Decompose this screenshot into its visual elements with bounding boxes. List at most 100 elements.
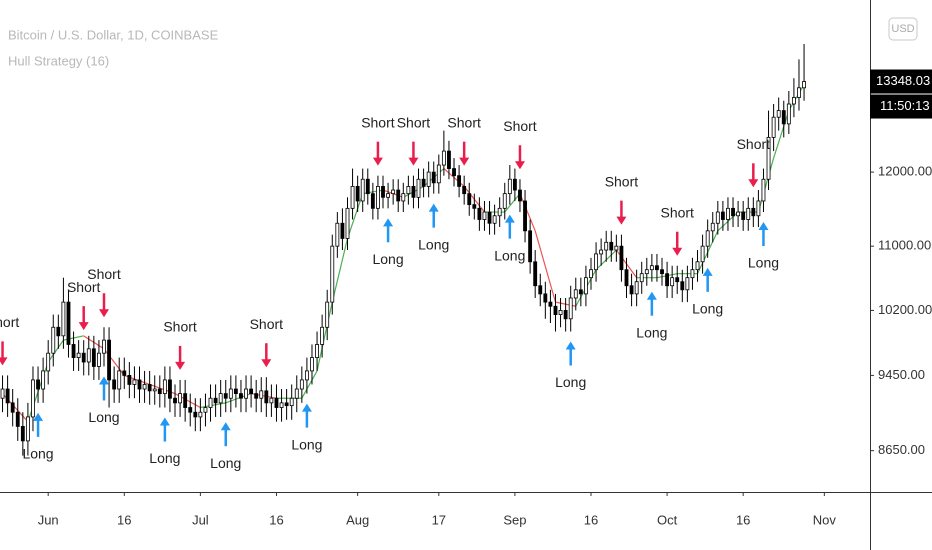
short-label: Short [660, 204, 694, 220]
candle-body [599, 249, 604, 255]
short-label: Short [361, 114, 395, 130]
long-arrow-head [504, 214, 515, 223]
short-arrow-head [372, 157, 383, 166]
candle-body [122, 370, 127, 376]
candle-body [426, 171, 431, 187]
candle-body [66, 301, 71, 345]
candle-body [447, 150, 451, 169]
candle-body [609, 241, 614, 251]
candle-body [431, 171, 436, 184]
candle-body [223, 393, 228, 399]
long-arrow-head [702, 267, 713, 276]
candle-body [781, 110, 786, 125]
candle-body [457, 175, 462, 187]
candle-body [20, 426, 25, 442]
currency-label[interactable]: USD [891, 23, 914, 35]
long-label: Long [692, 301, 723, 317]
short-label: Short [503, 118, 537, 134]
candle-body [381, 186, 385, 198]
candle-body [619, 245, 624, 271]
y-tick-label: 11000.00 [878, 238, 931, 253]
long-label: Long [291, 436, 322, 452]
candle-body [436, 164, 441, 184]
candle-body [330, 245, 335, 303]
candle-body [168, 379, 172, 399]
candle-body [173, 397, 177, 404]
candle-body [193, 411, 198, 418]
long-arrow-head [33, 412, 44, 421]
candle-body [71, 344, 76, 358]
candle-body [391, 189, 396, 195]
last-price-box [870, 69, 932, 94]
candle-body [594, 253, 598, 271]
candle-body [583, 277, 588, 295]
candle-body [396, 189, 401, 202]
x-tick-label: 16 [736, 512, 750, 527]
candle-body [162, 379, 167, 395]
candle-body [279, 402, 284, 408]
hull-segment [519, 193, 536, 232]
candle-body [350, 186, 355, 209]
candle-body [705, 230, 710, 247]
long-arrow-head [646, 291, 657, 300]
candle-body [25, 416, 30, 442]
candle-body [553, 305, 558, 315]
candle-body [543, 293, 548, 303]
currency-button[interactable] [888, 17, 918, 41]
short-label: Short [447, 114, 481, 130]
candle-body [639, 273, 644, 283]
candle-body [538, 285, 543, 295]
long-label: Long [636, 324, 667, 340]
plot-area: ShortShortShortShortShortShortShortShort… [0, 43, 806, 471]
candle-body [228, 388, 233, 399]
candle-body [233, 388, 238, 395]
long-arrow-head [428, 203, 439, 212]
candle-body [660, 269, 664, 275]
short-arrow-head [616, 216, 627, 225]
candle-body [96, 352, 101, 367]
long-arrow-head [383, 218, 394, 227]
candle-body [299, 379, 304, 390]
last-price-label: 13348.03 [876, 73, 930, 88]
short-label: Short [67, 279, 101, 295]
x-tick-label: Aug [346, 512, 369, 527]
long-label: Long [22, 446, 53, 462]
long-arrow-head [220, 422, 231, 431]
candle-body [157, 388, 162, 395]
candle-body [766, 136, 771, 180]
long-label: Long [494, 247, 525, 263]
candle-body [117, 370, 122, 390]
long-arrow-head [758, 222, 769, 231]
candle-body [482, 211, 487, 220]
short-label: Short [605, 173, 639, 189]
long-label: Long [748, 255, 779, 271]
countdown-label: 11:50:13 [880, 98, 930, 113]
x-tick-label: 17 [432, 512, 446, 527]
countdown-box [870, 94, 932, 119]
candle-body [665, 273, 670, 287]
candle-body [315, 344, 319, 358]
short-label: Short [397, 114, 431, 130]
candle-body [518, 189, 522, 202]
hull-segment [47, 339, 64, 363]
candle-body [416, 178, 421, 198]
candle-body [563, 310, 568, 320]
candle-body [731, 207, 735, 217]
candle-body [649, 265, 654, 271]
short-label: Short [163, 319, 197, 335]
candle-body [533, 261, 538, 287]
short-arrow-head [98, 309, 109, 318]
candle-body [720, 211, 725, 220]
candle-body [198, 411, 203, 418]
y-tick-label: 10200.00 [878, 302, 932, 317]
candle-body [589, 269, 593, 279]
candle-body [274, 397, 279, 408]
long-label: Long [210, 455, 241, 471]
candle-body [472, 204, 477, 209]
hull-segment [301, 370, 318, 399]
candle-body [421, 178, 426, 187]
candle-body [685, 277, 690, 291]
candle-body [604, 241, 609, 251]
candle-body [259, 390, 264, 399]
hull-segment [316, 301, 333, 372]
